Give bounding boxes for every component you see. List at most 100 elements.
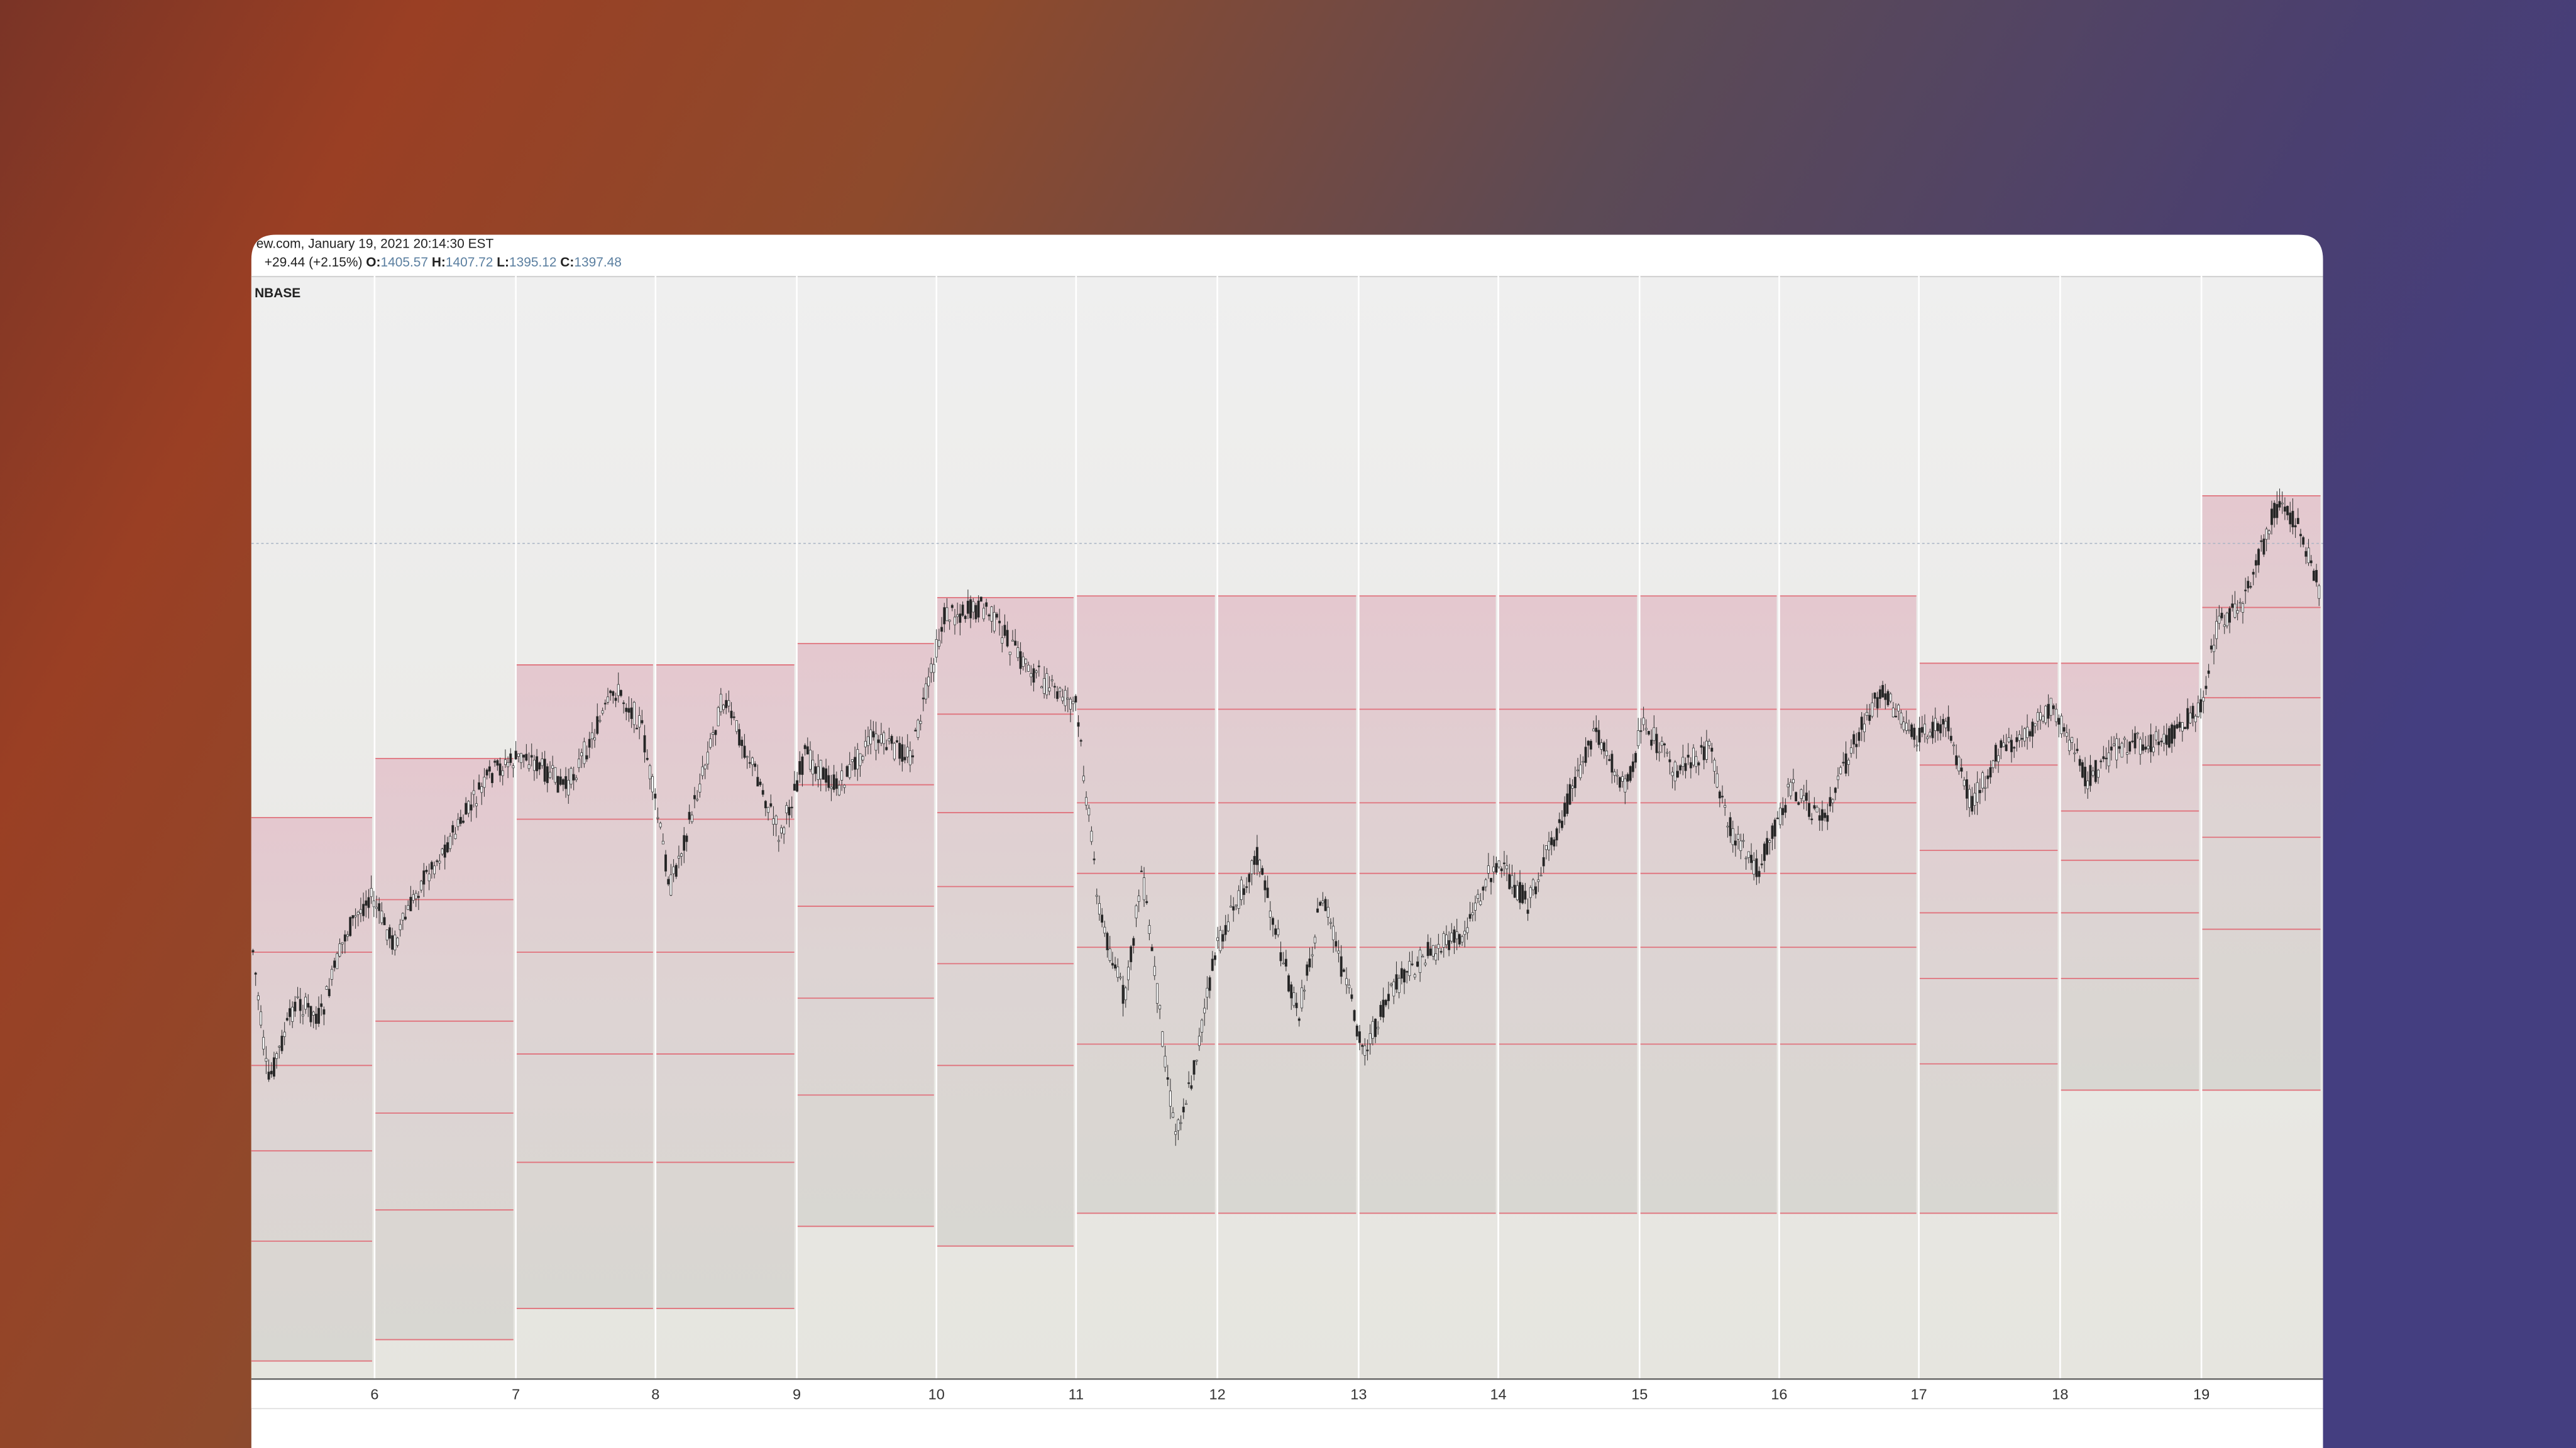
candle-body <box>972 601 975 613</box>
candle-body <box>2184 727 2186 730</box>
candle-body <box>1577 769 1579 771</box>
candle-body <box>1949 735 1952 741</box>
candle-body <box>567 780 570 796</box>
candle-body <box>1926 737 1929 739</box>
candle-body <box>520 753 522 763</box>
candle-body <box>1905 723 1908 731</box>
candle-body <box>1463 930 1467 935</box>
candle-body <box>420 880 423 891</box>
candle-body <box>850 759 854 762</box>
candle-body <box>1597 730 1600 745</box>
candle-body <box>549 772 551 778</box>
candle-body <box>422 870 426 885</box>
candle-body <box>575 777 578 781</box>
candle-body <box>1734 840 1737 846</box>
candle-body <box>901 744 904 762</box>
candle-body <box>522 754 526 758</box>
candle-body <box>2218 615 2221 624</box>
candle-body <box>1240 879 1243 900</box>
candle-body <box>1374 1018 1377 1038</box>
candle-body <box>1064 689 1067 706</box>
candle-body <box>475 803 478 806</box>
candle-body <box>1132 938 1135 946</box>
candle-body <box>1758 870 1761 877</box>
candle-body <box>2097 769 2100 778</box>
candle-body <box>1687 754 1690 758</box>
candle-body <box>501 770 504 776</box>
candle-body <box>399 924 402 930</box>
candle-body <box>803 745 806 749</box>
candle-body <box>1127 967 1130 980</box>
candle-body <box>2100 760 2103 762</box>
candle-body <box>2194 716 2197 723</box>
time-label: 16 <box>1771 1386 1787 1403</box>
candle-body <box>2178 721 2181 728</box>
candle-body <box>1786 784 1790 787</box>
candle-body <box>1571 786 1574 789</box>
candle-body <box>1069 698 1072 710</box>
candle-body <box>764 801 767 809</box>
candle-body <box>1059 688 1062 692</box>
candle-body <box>1519 882 1521 903</box>
candle-body <box>1584 747 1587 763</box>
candle-body <box>2039 712 2042 720</box>
candle-body <box>333 960 336 968</box>
candle-body <box>1137 896 1140 902</box>
candle-body <box>559 776 562 785</box>
candle-body <box>1406 971 1409 973</box>
candle-body <box>1679 765 1682 771</box>
candle-body <box>1164 1056 1167 1068</box>
candle-body <box>1495 863 1498 873</box>
candle-body <box>1608 759 1611 761</box>
candle-body <box>812 759 815 775</box>
candle-body <box>561 779 564 785</box>
candle-body <box>1653 727 1656 741</box>
candle-body <box>270 1070 273 1075</box>
candle-body <box>977 600 980 618</box>
time-label: 19 <box>2193 1386 2210 1403</box>
candle-body <box>1182 1106 1185 1112</box>
candle-body <box>1795 792 1798 802</box>
candle-body <box>1461 936 1463 943</box>
candle-body <box>294 1001 297 1012</box>
candle-body <box>806 746 809 755</box>
candle-body <box>783 827 786 835</box>
candle-body <box>1221 934 1225 942</box>
candle-body <box>1045 673 1049 696</box>
candle-body <box>641 720 644 723</box>
candle-body <box>651 776 654 793</box>
candle-body <box>1432 945 1434 957</box>
candle-body <box>467 801 470 814</box>
candle-body <box>2281 502 2284 505</box>
candle-body <box>2042 716 2045 721</box>
candle-body <box>2120 743 2123 758</box>
candle-body <box>1986 775 1990 779</box>
candle-body <box>1724 805 1727 808</box>
candle-body <box>1684 763 1687 771</box>
candle-body <box>383 917 386 926</box>
candle-body <box>927 676 930 686</box>
candle-body <box>1019 651 1022 669</box>
candle-body <box>2005 744 2008 752</box>
candle-body <box>1497 860 1500 868</box>
candle-body <box>1421 956 1424 958</box>
candle-body <box>1043 678 1046 694</box>
candle-body <box>1408 961 1411 976</box>
candle-body <box>2105 757 2108 760</box>
candle-body <box>285 1017 289 1021</box>
candle-body <box>404 916 407 919</box>
candle-body <box>1944 721 1947 728</box>
candle-body <box>2034 723 2037 727</box>
candle-body <box>1061 696 1064 701</box>
candle-body <box>672 866 675 874</box>
candle-body <box>2115 738 2118 760</box>
candle-body <box>2142 744 2145 751</box>
candle-body <box>472 790 475 795</box>
candle-body <box>801 756 804 775</box>
candle-body <box>664 854 667 872</box>
candle-body <box>1295 1002 1298 1009</box>
candle-body <box>843 784 846 788</box>
candle-body <box>2076 749 2079 751</box>
candle-body <box>1027 664 1030 672</box>
candle-body <box>365 900 368 906</box>
